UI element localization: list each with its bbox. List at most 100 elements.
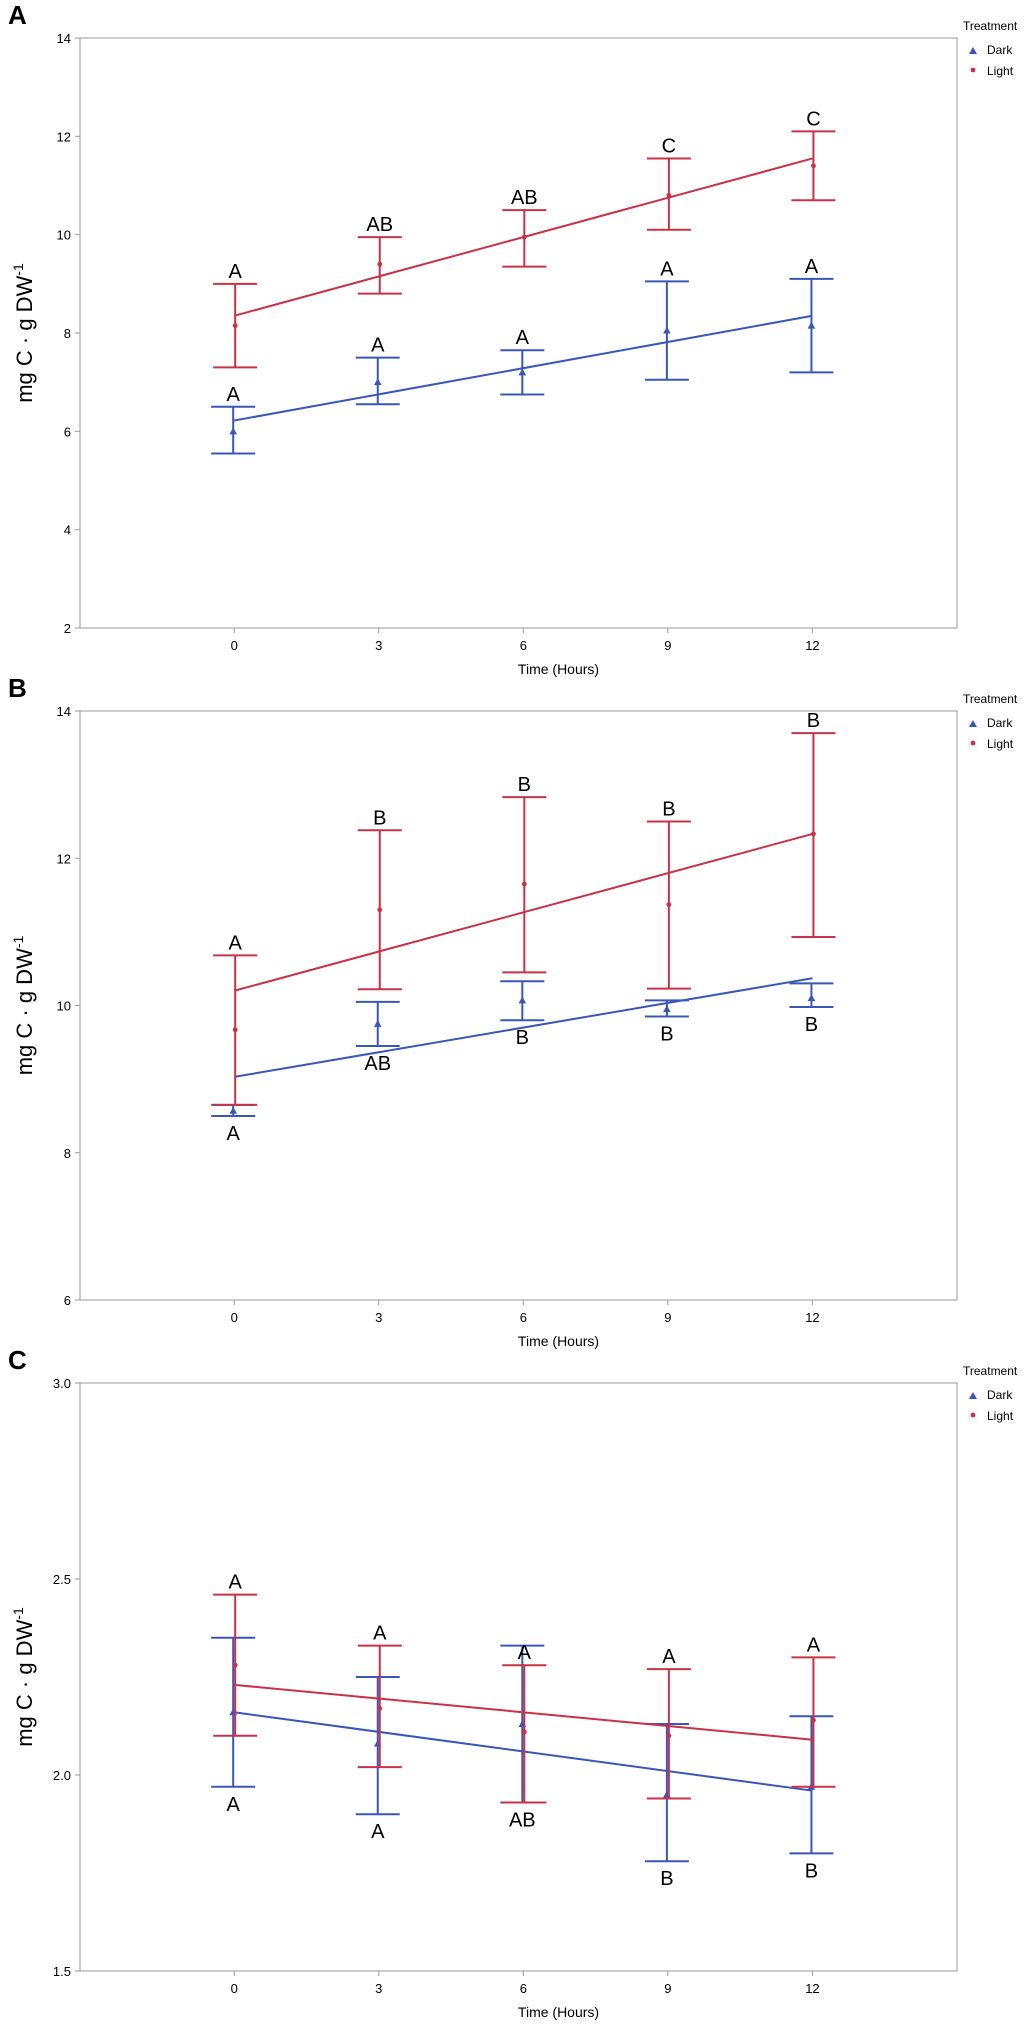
sig-letter-dark: A	[516, 327, 530, 349]
legend: Treatment Dark Light	[963, 19, 1018, 78]
data-point-dark	[229, 1106, 237, 1114]
x-axis-title: Time (Hours)	[518, 1333, 599, 1349]
y-tick-label: 10	[57, 999, 71, 1014]
data-point-light	[811, 163, 816, 169]
series-dark: A A A A A	[211, 256, 834, 455]
series-dark: A A AB B B	[211, 1636, 834, 1890]
y-axis-title: mg C · g DW-1	[10, 936, 37, 1076]
x-axis-title: Time (Hours)	[518, 661, 599, 677]
y-tick-label: 14	[57, 704, 71, 719]
sig-letter-light: A	[518, 1642, 532, 1664]
legend-light-label: Light	[987, 737, 1014, 751]
sig-letter-light: A	[229, 1572, 243, 1594]
x-tick-label: 3	[375, 1981, 382, 1996]
series-light: A AB AB C C	[213, 108, 836, 369]
sig-letter-dark: B	[516, 1027, 529, 1049]
sig-letter-light: A	[229, 261, 243, 283]
sig-letter-dark: A	[371, 1821, 385, 1843]
y-tick-label: 4	[64, 523, 71, 538]
sig-letter-light: B	[373, 807, 386, 829]
x-tick-label: 9	[664, 638, 671, 653]
sig-letter-dark: B	[805, 1014, 818, 1036]
sig-letter-dark: B	[660, 1024, 673, 1046]
x-tick-label: 0	[231, 1310, 238, 1325]
y-tick-label: 2.5	[53, 1572, 71, 1587]
legend-dark-label: Dark	[987, 1388, 1013, 1402]
sig-letter-light: B	[662, 798, 675, 820]
sig-letter-light: A	[807, 1634, 821, 1656]
x-tick-label: 12	[805, 1981, 819, 1996]
y-tick-label: 3.0	[53, 1376, 71, 1391]
series-light: A A A A A	[213, 1572, 836, 1804]
sig-letter-light: B	[518, 774, 531, 796]
data-point-light	[521, 1729, 527, 1735]
data-point-light	[232, 1027, 238, 1033]
data-point-dark	[518, 996, 527, 1004]
sig-letter-light: A	[373, 1623, 387, 1645]
x-tick-label: 12	[805, 1310, 819, 1325]
x-tick-label: 0	[231, 1981, 238, 1996]
data-point-light	[377, 261, 383, 267]
y-tick-label: 12	[57, 129, 71, 144]
legend-title: Treatment	[963, 692, 1018, 706]
legend-light-marker	[970, 1412, 976, 1418]
sig-letter-dark: AB	[364, 1053, 391, 1075]
legend-dark-label: Dark	[987, 43, 1013, 57]
x-tick-label: 6	[520, 1981, 527, 1996]
legend: Treatment Dark Light	[963, 1364, 1018, 1423]
y-tick-label: 2.0	[53, 1768, 71, 1783]
series-light: AB B B B	[213, 710, 836, 1106]
y-tick-label: 2	[64, 621, 71, 636]
data-point-light	[666, 192, 672, 198]
y-tick-label: 1.5	[53, 1964, 71, 1979]
sig-letter-dark: A	[805, 256, 819, 278]
data-point-dark	[807, 321, 816, 329]
plot-frame	[79, 1382, 958, 1972]
panel-label-b: B	[8, 673, 27, 703]
sig-letter-light: AB	[511, 187, 538, 209]
data-point-light	[377, 907, 383, 913]
data-point-light	[811, 831, 816, 837]
y-tick-label: 14	[57, 31, 71, 46]
legend-light-marker	[970, 67, 976, 73]
legend: Treatment Dark Light	[963, 692, 1018, 751]
data-point-light	[521, 881, 527, 887]
sig-letter-light: C	[806, 108, 820, 130]
x-tick-label: 12	[805, 638, 819, 653]
panel-label-a: A	[8, 0, 27, 30]
x-tick-label: 9	[664, 1310, 671, 1325]
y-axis-title: mg C · g DW-1	[10, 263, 37, 403]
legend-dark-marker	[969, 720, 977, 727]
sig-letter-dark: A	[227, 1123, 241, 1145]
sig-letter-light: AB	[366, 214, 393, 236]
x-tick-label: 9	[664, 1981, 671, 1996]
data-point-light	[666, 902, 672, 908]
data-point-dark	[373, 1019, 382, 1027]
data-point-dark	[663, 326, 671, 334]
x-tick-label: 3	[375, 638, 382, 653]
plot-frame	[79, 710, 958, 1301]
panel-c: C 1.5 2.0 2.5 3.0 0 3 6 9 12 Time (Hours) mg C · g …	[8, 1345, 1018, 2020]
data-point-light	[811, 1717, 816, 1723]
data-point-light	[232, 323, 238, 329]
x-tick-label: 6	[520, 638, 527, 653]
fit-line-dark	[234, 977, 813, 1078]
sig-letter-light: B	[807, 710, 820, 732]
legend-light-label: Light	[987, 1409, 1014, 1423]
legend-light-marker	[970, 740, 976, 746]
series-dark: A AB B B B	[211, 977, 834, 1145]
data-point-light	[377, 1705, 383, 1711]
sig-letter-dark: B	[805, 1860, 818, 1882]
panel-b: B 6 8 10 12 14 0 3 6 9 12 Time (Hours) mg C · g DW-1…	[8, 673, 1018, 1349]
data-point-dark	[518, 368, 527, 376]
sig-letter-light: A	[662, 1646, 676, 1668]
sig-letter-dark: A	[227, 1794, 241, 1816]
y-tick-label: 12	[57, 851, 71, 866]
data-point-light	[521, 234, 527, 240]
y-tick-label: 10	[57, 228, 71, 243]
sig-letter-dark: AB	[509, 1809, 536, 1831]
y-axis-title: mg C · g DW-1	[10, 1607, 37, 1747]
panel-label-c: C	[8, 1345, 27, 1375]
legend-light-label: Light	[987, 64, 1014, 78]
